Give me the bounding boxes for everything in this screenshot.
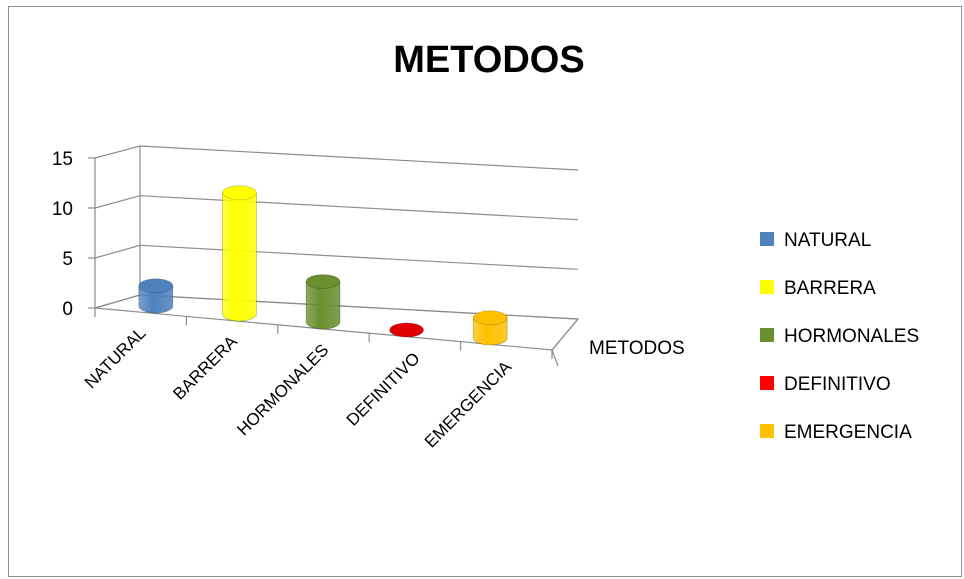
bar-body xyxy=(138,285,174,314)
legend-label: DEFINITIVO xyxy=(784,374,891,395)
gridline xyxy=(139,244,579,270)
bar-top xyxy=(221,185,257,201)
legend: NATURAL BARRERA HORMONALES DEFINITIVO EMERGE… xyxy=(760,230,919,443)
legend-item-emergencia: EMERGENCIA xyxy=(760,422,912,443)
legend-item-hormonales: HORMONALES xyxy=(760,326,919,347)
legend-swatch xyxy=(760,328,774,342)
bars xyxy=(138,185,508,346)
gridline xyxy=(139,145,579,171)
bar-top xyxy=(389,322,425,338)
depth-axis-line xyxy=(551,318,579,351)
y-tick-label: 15 xyxy=(52,149,73,170)
category-label: HORMONALES xyxy=(233,340,332,439)
bar-natural xyxy=(138,278,174,314)
legend-item-natural: NATURAL xyxy=(760,230,871,251)
bar-definitivo xyxy=(389,322,425,338)
side-gridline xyxy=(94,195,141,209)
bar-barrera xyxy=(221,185,257,322)
y-tick-label: 5 xyxy=(62,249,73,270)
y-tick-label: 10 xyxy=(52,199,73,220)
bar-body xyxy=(222,192,257,322)
bar-body xyxy=(472,317,508,346)
side-gridline xyxy=(94,244,141,259)
depth-axis-tick xyxy=(551,349,559,367)
chart-frame xyxy=(8,6,962,577)
legend-label: BARRERA xyxy=(784,278,876,299)
legend-swatch xyxy=(760,232,774,246)
bar-top xyxy=(138,278,174,294)
category-label: DEFINITIVO xyxy=(343,349,424,430)
series-axis-label: METODOS xyxy=(589,338,685,359)
bar-top xyxy=(305,274,341,290)
category-label: NATURAL xyxy=(81,324,150,393)
legend-item-definitivo: DEFINITIVO xyxy=(760,374,891,395)
legend-label: HORMONALES xyxy=(784,326,919,347)
gridline xyxy=(139,195,579,221)
category-label: BARRERA xyxy=(169,332,241,404)
legend-item-barrera: BARRERA xyxy=(760,278,876,299)
side-gridline xyxy=(94,145,141,159)
bar-hormonales xyxy=(305,274,341,330)
legend-swatch xyxy=(760,280,774,294)
y-axis-ticks: 0 5 10 15 xyxy=(52,149,95,320)
chart-title: METODOS xyxy=(393,39,584,81)
legend-label: NATURAL xyxy=(784,230,871,251)
bar-body xyxy=(305,281,341,330)
legend-label: EMERGENCIA xyxy=(784,422,912,443)
legend-swatch xyxy=(760,376,774,390)
bar-emergencia xyxy=(472,310,508,346)
legend-swatch xyxy=(760,424,774,438)
bar-top xyxy=(472,310,508,326)
y-tick-label: 0 xyxy=(62,299,73,320)
category-label: EMERGENCIA xyxy=(421,357,516,452)
